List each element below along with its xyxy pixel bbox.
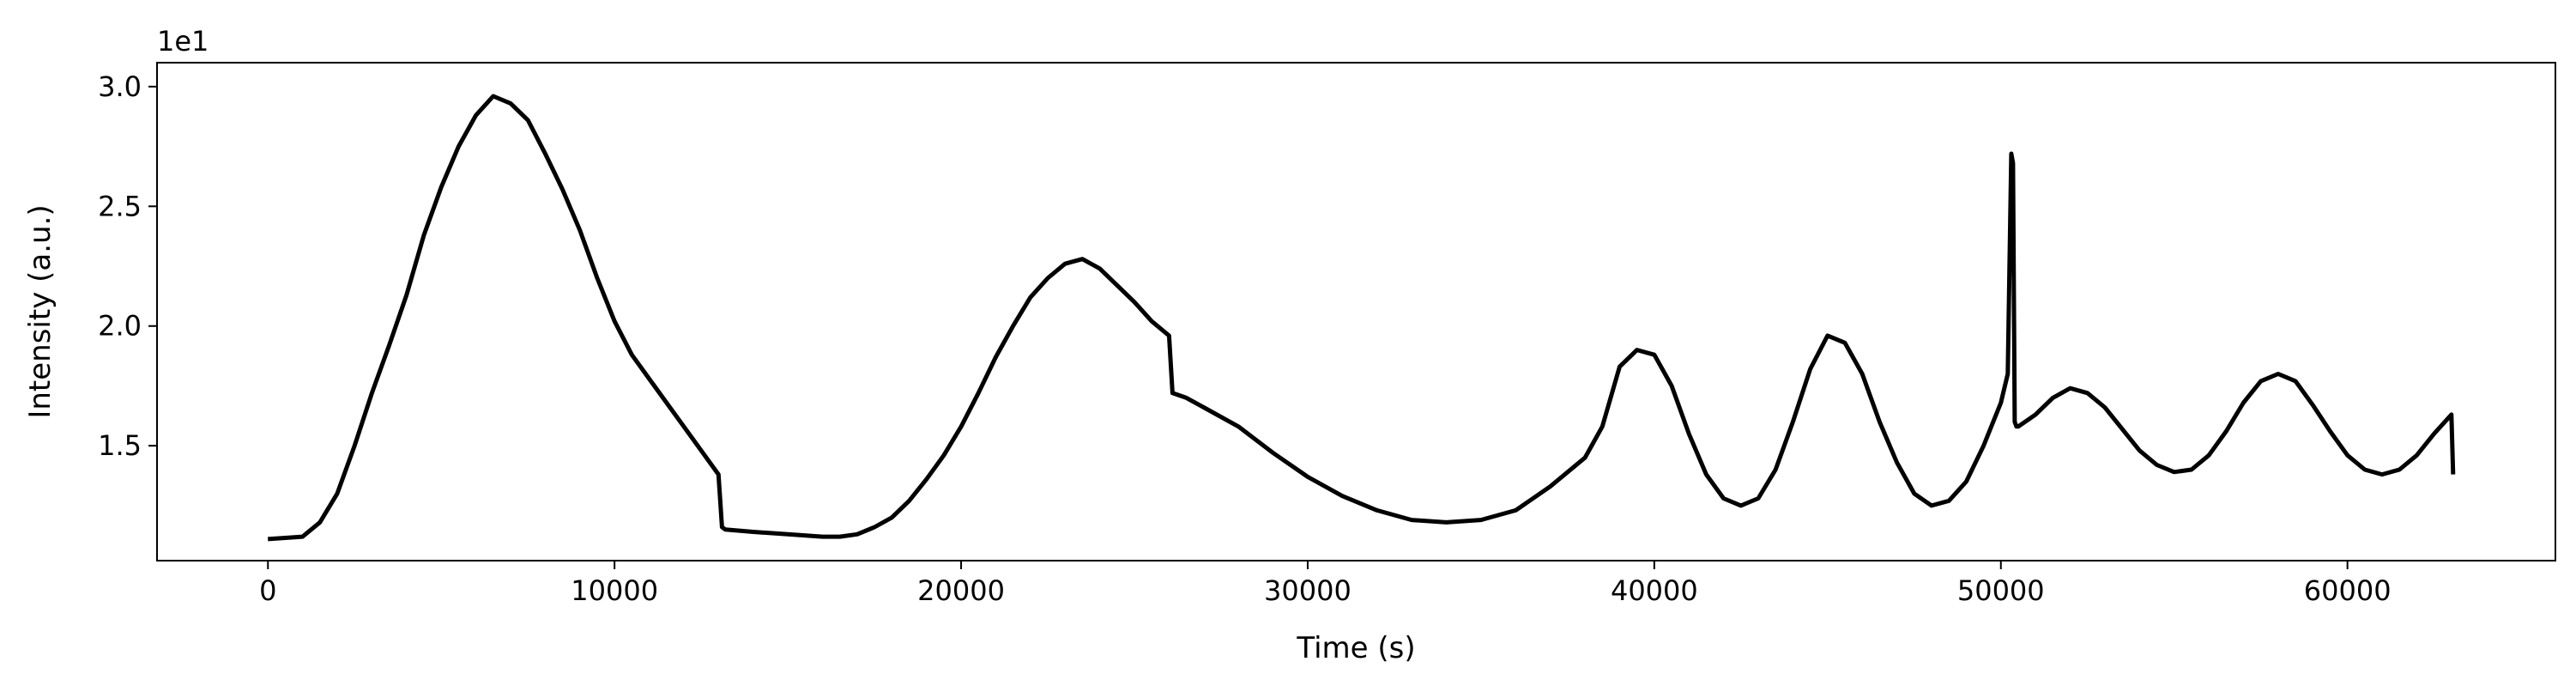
plot-frame [156, 62, 2556, 561]
series-line-1 [268, 94, 2456, 542]
x-tick-label: 0 [259, 574, 276, 607]
y-axis-label: Intensity (a.u.) [23, 204, 57, 418]
y-tick-label: 1.5 [98, 429, 142, 462]
lines [268, 94, 2456, 542]
x-tick-label: 60000 [2304, 574, 2392, 607]
x-axis-label: Time (s) [1296, 631, 1415, 665]
y-tick-label: 3.0 [98, 70, 142, 103]
y-tick-label: 2.0 [98, 310, 142, 343]
x-tick-label: 10000 [571, 574, 658, 607]
x-tick-label: 40000 [1611, 574, 1698, 607]
ticks: 0 10000 20000 30000 40000 50000 60000 1.5 2.0 2.5… [98, 70, 2391, 607]
x-tick-label: 30000 [1264, 574, 1351, 607]
y-offset-label: 1e1 [157, 25, 209, 58]
y-tick-label: 2.5 [98, 190, 142, 222]
x-tick-label: 20000 [917, 574, 1005, 607]
x-tick-label: 50000 [1957, 574, 2045, 607]
